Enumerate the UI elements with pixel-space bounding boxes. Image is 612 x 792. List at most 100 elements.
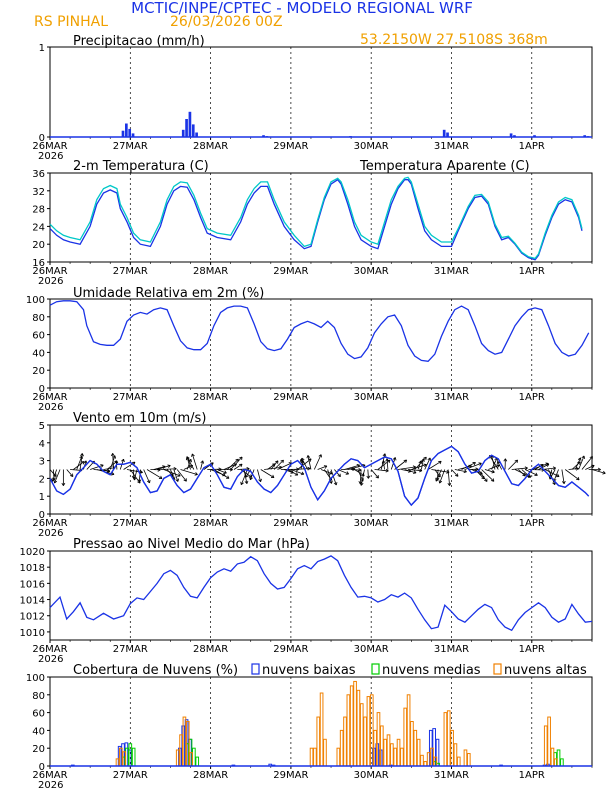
wind-direction-arrow	[191, 453, 198, 470]
wind-direction-arrow	[474, 469, 485, 480]
wind-direction-arrow	[359, 469, 362, 484]
temp-y-label: 20	[32, 240, 45, 251]
wind-arrow-head	[490, 478, 495, 482]
clouds-bar	[353, 680, 357, 767]
wind-direction-arrow	[186, 457, 191, 470]
clouds-bar	[547, 716, 551, 767]
wind-direction-arrow	[344, 464, 360, 470]
rh-frame	[49, 298, 593, 389]
rh-series-line	[49, 300, 590, 362]
rh-x-label: 26MAR	[32, 392, 67, 403]
wind-direction-arrow	[317, 465, 328, 470]
wind-direction-arrow	[52, 469, 55, 481]
wind-x-label: 30MAR	[354, 518, 389, 529]
precip-y-label: 1	[39, 43, 45, 54]
wind-arrow-head	[245, 474, 249, 478]
rh-x-label: 1APR	[519, 392, 545, 403]
wind-direction-arrow	[240, 469, 248, 485]
wind-arrow-head	[301, 457, 305, 462]
temp-series-line	[49, 176, 583, 260]
wind-arrow-head	[175, 478, 180, 482]
wind-arrow-head	[121, 458, 125, 463]
wind-direction-arrow	[109, 455, 116, 470]
wind-direction-arrow	[180, 469, 198, 476]
legend-high-label: nuvens altas	[504, 663, 587, 678]
wind-arrow-head	[210, 462, 214, 466]
wind-direction-arrow	[267, 463, 276, 470]
pressure-x-label: 26MAR	[32, 644, 67, 655]
temp-x-label: 26MAR	[32, 266, 67, 277]
clouds-bar	[383, 738, 388, 767]
wind-arrow-head	[385, 458, 390, 462]
clouds-bar	[313, 747, 317, 767]
wind-arrow-head	[385, 468, 389, 473]
precip-frame	[49, 46, 593, 138]
pressure-year-label: 2026	[38, 654, 63, 665]
wind-x-label: 27MAR	[113, 518, 148, 529]
clouds-panel: Cobertura de Nuvens (%) nuvens baixas nu…	[26, 663, 593, 791]
wind-arrow-head	[447, 482, 452, 486]
clouds-bar	[406, 694, 411, 767]
wind-arrow-head	[337, 473, 341, 478]
wind-arrow-head	[53, 479, 58, 484]
wind-arrow-head	[114, 460, 119, 464]
wind-direction-arrow	[273, 459, 284, 470]
wind-arrow-head	[478, 462, 482, 466]
rh-panel: Umidade Relativa em 2m (%) 26MAR 27MAR 28M…	[26, 286, 593, 413]
wind-arrow-head	[484, 478, 488, 482]
temp-y-label: 32	[32, 187, 45, 198]
precip-x-label: 28MAR	[193, 141, 228, 152]
wind-arrow-head	[418, 460, 423, 464]
clouds-bar	[393, 747, 398, 767]
wind-direction-arrow	[561, 469, 565, 484]
wind-direction-arrow	[477, 469, 488, 482]
wind-arrow-head	[577, 457, 582, 461]
temp-year-label: 2026	[38, 276, 63, 287]
precip-bar	[533, 135, 536, 137]
rh-y-label: 0	[39, 384, 45, 395]
clouds-bar	[309, 747, 314, 767]
precip-bar	[442, 129, 446, 137]
wind-arrow-head	[491, 469, 495, 474]
wind-direction-arrow	[488, 464, 500, 470]
clouds-bar	[346, 694, 351, 767]
wind-direction-arrow	[260, 469, 275, 478]
wind-direction-arrow	[351, 469, 362, 471]
pressure-panel: Pressao ao Nivel Medio do Mar (hPa) 26MA…	[20, 537, 593, 665]
wind-y-label: 0	[39, 510, 45, 521]
pressure-frame	[49, 550, 593, 641]
wind-arrow-head	[69, 473, 74, 477]
wind-arrow-head	[132, 477, 137, 481]
clouds-bar	[323, 738, 327, 767]
wind-arrow-head	[427, 457, 432, 461]
pressure-y-label: 1014	[20, 596, 45, 607]
precip-x-label: 29MAR	[273, 141, 308, 152]
wind-direction-arrow	[524, 469, 538, 476]
rh-y-label: 60	[32, 331, 45, 342]
wind-direction-arrow	[156, 465, 171, 470]
clouds-bar	[453, 743, 458, 767]
precip-bar	[583, 135, 587, 137]
wind-direction-arrow	[497, 461, 503, 470]
pressure-x-label: 29MAR	[273, 644, 308, 655]
wind-arrow-head	[381, 460, 386, 464]
wind-direction-arrow	[568, 468, 579, 470]
wind-arrow-head	[576, 476, 580, 481]
pressure-series-line	[49, 555, 593, 632]
wind-direction-arrow	[290, 469, 304, 475]
wind-arrow-head	[110, 453, 115, 457]
wind-direction-arrow	[360, 469, 365, 486]
clouds-bar	[450, 729, 454, 767]
clouds-bar	[426, 752, 431, 767]
precip-bar	[185, 119, 188, 137]
wind-arrow-head	[249, 476, 253, 481]
legend-mid-label: nuvens medias	[382, 663, 481, 678]
precip-bar	[181, 129, 185, 137]
clouds-bar	[336, 747, 341, 767]
wind-arrow-head	[527, 474, 531, 478]
clouds-bar	[413, 729, 418, 767]
wind-arrow-head	[80, 453, 84, 457]
wind-speed-line	[49, 445, 590, 507]
clouds-x-label: 29MAR	[273, 770, 308, 781]
clouds-bar	[369, 694, 374, 767]
